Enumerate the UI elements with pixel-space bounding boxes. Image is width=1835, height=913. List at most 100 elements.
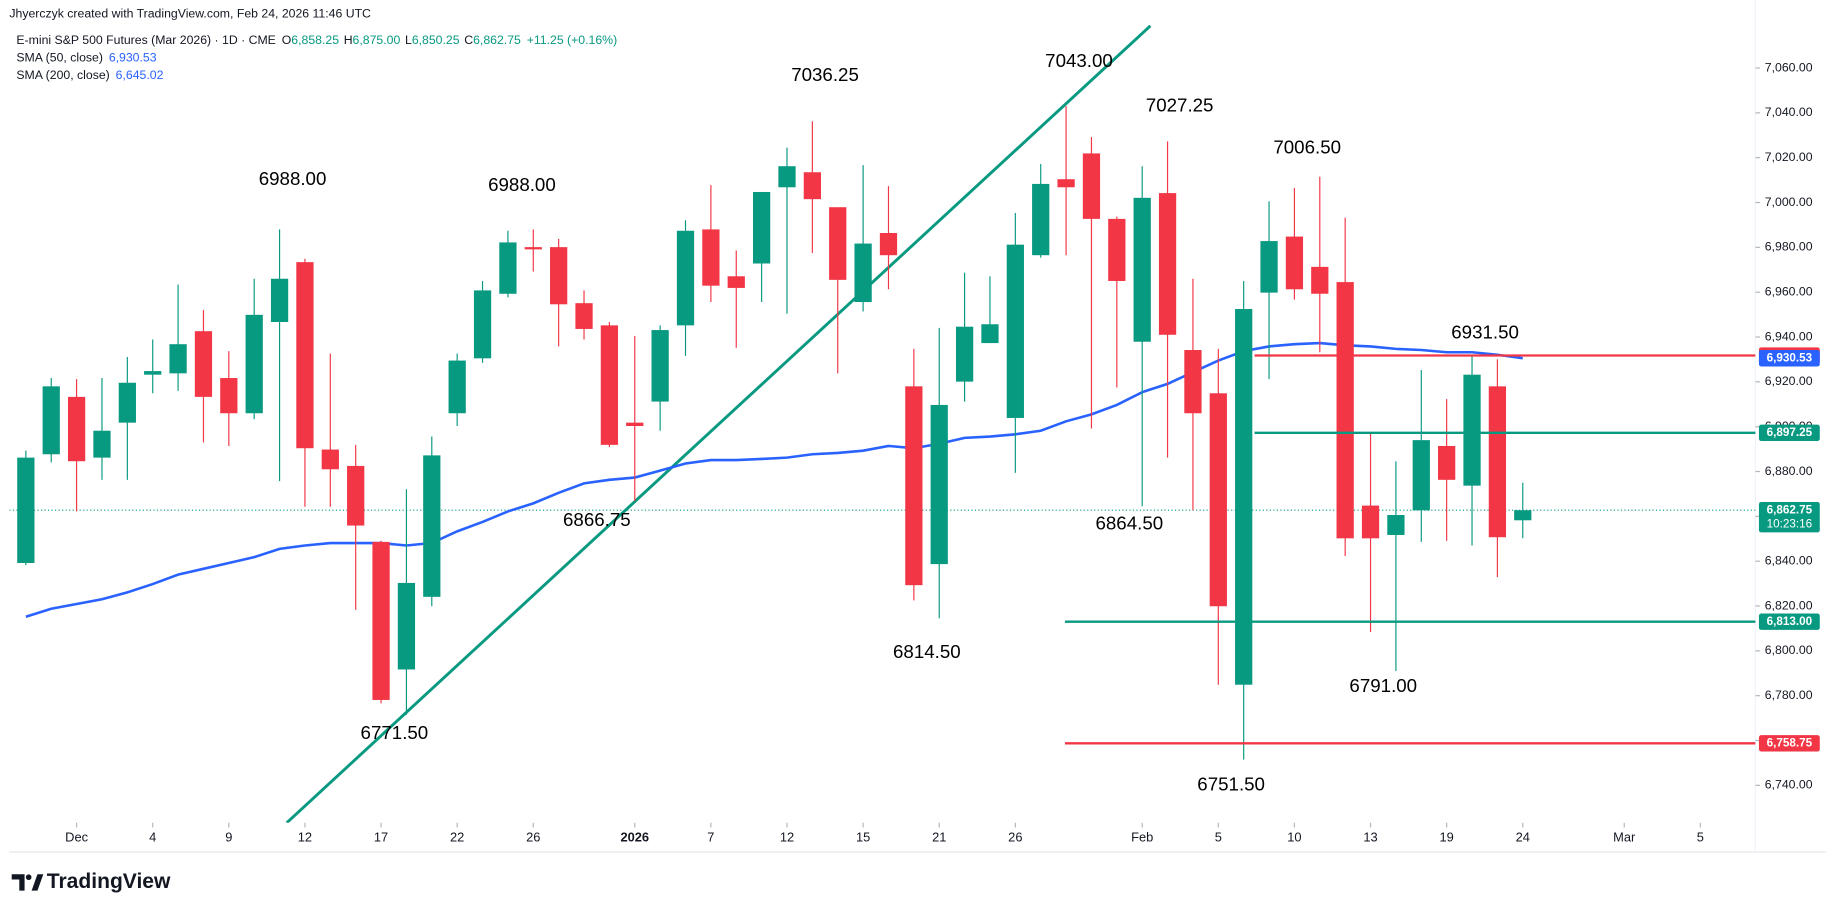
annotation: 7036.25 (791, 64, 859, 85)
price-tag (1758, 350, 1820, 367)
logo-text: TradingView (47, 870, 171, 893)
countdown: 10:23:16 (1767, 517, 1813, 530)
y-tick-label: 6,960.00 (1765, 284, 1813, 298)
candle-body (296, 262, 314, 449)
y-tick-label: 6,800.00 (1765, 643, 1813, 657)
candle-body (1438, 445, 1456, 480)
indicator-legend: SMA (200, close) 6,645.02 (16, 68, 163, 82)
candle-body (829, 207, 847, 280)
price-tag-label: 6,930.53 (1767, 351, 1813, 364)
candle-body (752, 191, 771, 264)
candle-body (169, 344, 187, 374)
logo-icon (31, 874, 44, 891)
candle-body (1235, 308, 1253, 685)
candle-body (1285, 236, 1304, 290)
candle-body (854, 243, 872, 303)
candle-body (955, 326, 974, 382)
x-tick-label: 9 (225, 829, 232, 844)
y-tick-label: 7,060.00 (1765, 60, 1813, 74)
y-tick-label: 6,820.00 (1765, 598, 1813, 612)
candle-body (905, 386, 923, 586)
x-tick-label: Feb (1131, 829, 1153, 844)
x-tick-label: 17 (374, 829, 388, 844)
candle-body (930, 404, 948, 565)
trend-line (285, 24, 1152, 823)
x-tick-label: 10 (1287, 829, 1301, 844)
y-tick-label: 6,780.00 (1765, 688, 1813, 702)
candle-body (118, 382, 136, 423)
ohlc-key: L (405, 33, 412, 47)
candle-body (550, 247, 568, 305)
candle-body (194, 331, 213, 397)
y-tick-label: 6,920.00 (1765, 374, 1813, 388)
price-tag (1758, 424, 1820, 442)
annotation: 6866.75 (563, 509, 631, 530)
y-tick-label: 7,040.00 (1765, 105, 1813, 119)
candle-body (803, 172, 821, 200)
candle-body (448, 360, 466, 414)
chart-title: E-mini S&P 500 Futures (Mar 2026) · 1D ·… (16, 33, 617, 47)
candle-body (702, 229, 720, 286)
y-tick-label: 6,980.00 (1765, 240, 1813, 254)
annotation: 6931.50 (1451, 322, 1519, 343)
y-tick-label: 6,940.00 (1765, 329, 1813, 343)
x-tick-label: Mar (1613, 829, 1636, 844)
candle-body (1057, 179, 1075, 188)
annotation: 6988.00 (488, 174, 556, 195)
price-tag (1758, 735, 1820, 752)
title: E-mini S&P 500 Futures (Mar 2026) · 1D ·… (16, 33, 275, 47)
plot-area (9, 24, 1756, 823)
change: +11.25 (+0.16%) (527, 33, 617, 47)
candle-body (144, 371, 162, 375)
candle-body (1311, 266, 1329, 294)
candle-body (1361, 505, 1380, 539)
price-tag (1758, 501, 1820, 533)
indicator-name: SMA (200, close) (16, 68, 109, 82)
candle-body (1260, 241, 1278, 293)
ohlc-key: C (464, 33, 473, 47)
candle-body (1082, 153, 1101, 219)
logo-icon (25, 874, 32, 881)
candle-body (347, 465, 365, 526)
annotation: 6751.50 (1197, 773, 1265, 794)
axes: 6,740.006,760.006,780.006,800.006,820.00… (65, 60, 1813, 844)
candle-body (17, 457, 35, 563)
candle-body (1514, 510, 1532, 521)
price-tag-label: 6,813.00 (1767, 615, 1813, 628)
x-tick-label: 12 (780, 829, 794, 844)
y-tick-label: 7,020.00 (1765, 150, 1813, 164)
logo-icon (11, 874, 25, 891)
candle-body (1158, 193, 1177, 335)
x-tick-label: 26 (526, 829, 540, 844)
candle-body (93, 430, 111, 458)
candle-body (600, 325, 619, 445)
overlay: 6988.00 6988.00 7036.25 7043.00 7027.25 7006.… (259, 50, 1820, 794)
candle-body (778, 166, 796, 188)
price-tag-label: 6,897.25 (1767, 426, 1813, 439)
logo: TradingView (11, 870, 171, 893)
x-tick-label: 5 (1215, 829, 1222, 844)
x-tick-label: 7 (707, 829, 714, 844)
y-tick-label: 6,740.00 (1765, 778, 1813, 792)
price-tag-label: 6,758.75 (1767, 736, 1813, 749)
candle-body (626, 422, 644, 427)
candle-body (1336, 282, 1354, 539)
candle-body (1006, 244, 1024, 418)
candle-body (1032, 183, 1050, 256)
annotation: 7006.50 (1273, 137, 1341, 158)
indicator-legend: SMA (50, close) 6,930.53 (16, 51, 156, 65)
candle-body (499, 242, 517, 294)
y-tick-label: 6,840.00 (1765, 553, 1813, 567)
candle-body (676, 230, 695, 326)
x-tick-label: 26 (1008, 829, 1022, 844)
x-tick-label: 22 (450, 829, 464, 844)
price-tag (1758, 613, 1820, 630)
x-tick-label: 21 (932, 829, 946, 844)
candle-body (1209, 393, 1227, 607)
annotation: 6988.00 (259, 168, 327, 189)
candle-body (42, 386, 60, 455)
candle-body (1108, 218, 1126, 281)
ohlc-key: O (282, 33, 292, 47)
candle-body (524, 247, 542, 250)
